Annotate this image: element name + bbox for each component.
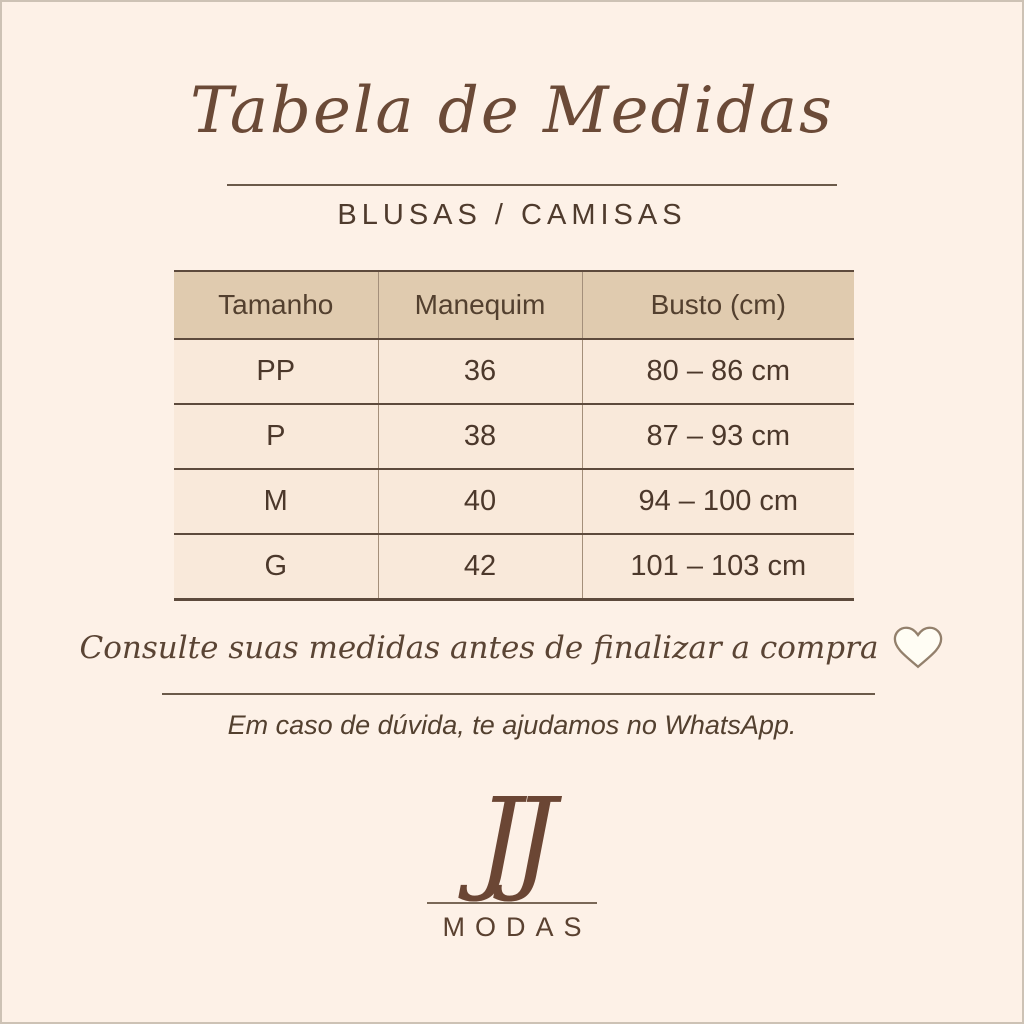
size-table: Tamanho Manequim Busto (cm) PP 36 80 – 8… [174,270,854,601]
title-divider [227,184,837,186]
footer-divider [162,693,875,695]
size-cell: M [174,469,378,535]
logo-divider [427,901,597,904]
mannequin-cell: 42 [377,534,582,600]
header-manequim: Manequim [377,271,582,340]
bust-cell: 94 – 100 cm [581,469,854,535]
table-row: PP 36 80 – 86 cm [174,339,854,405]
page-title: Tabela de Medidas [190,74,834,148]
header-busto: Busto (cm) [581,271,854,340]
table-header-row: Tamanho Manequim Busto (cm) [174,271,854,340]
brand-logo: JJ MODAS [2,775,1022,943]
bust-cell: 80 – 86 cm [581,339,854,405]
advice-row: Consulte suas medidas antes de finalizar… [2,624,1022,672]
mannequin-cell: 40 [377,469,582,535]
size-cell: P [174,404,378,470]
page-subtitle: BLUSAS / CAMISAS [337,199,687,231]
logo-brand-name: MODAS [442,911,592,942]
header-tamanho: Tamanho [174,271,378,340]
whatsapp-note: Em caso de dúvida, te ajudamos no WhatsA… [227,710,797,740]
size-cell: PP [174,339,378,405]
bust-cell: 101 – 103 cm [581,534,854,600]
mannequin-cell: 38 [377,404,582,470]
table-row: M 40 94 – 100 cm [174,469,854,535]
heart-icon [894,626,943,669]
size-cell: G [174,534,378,600]
advice-text: Consulte suas medidas antes de finalizar… [79,630,879,666]
table-row: P 38 87 – 93 cm [174,404,854,470]
logo-monogram: JJ [477,775,557,905]
table-row: G 42 101 – 103 cm [174,534,854,600]
mannequin-cell: 36 [377,339,582,405]
bust-cell: 87 – 93 cm [581,404,854,470]
